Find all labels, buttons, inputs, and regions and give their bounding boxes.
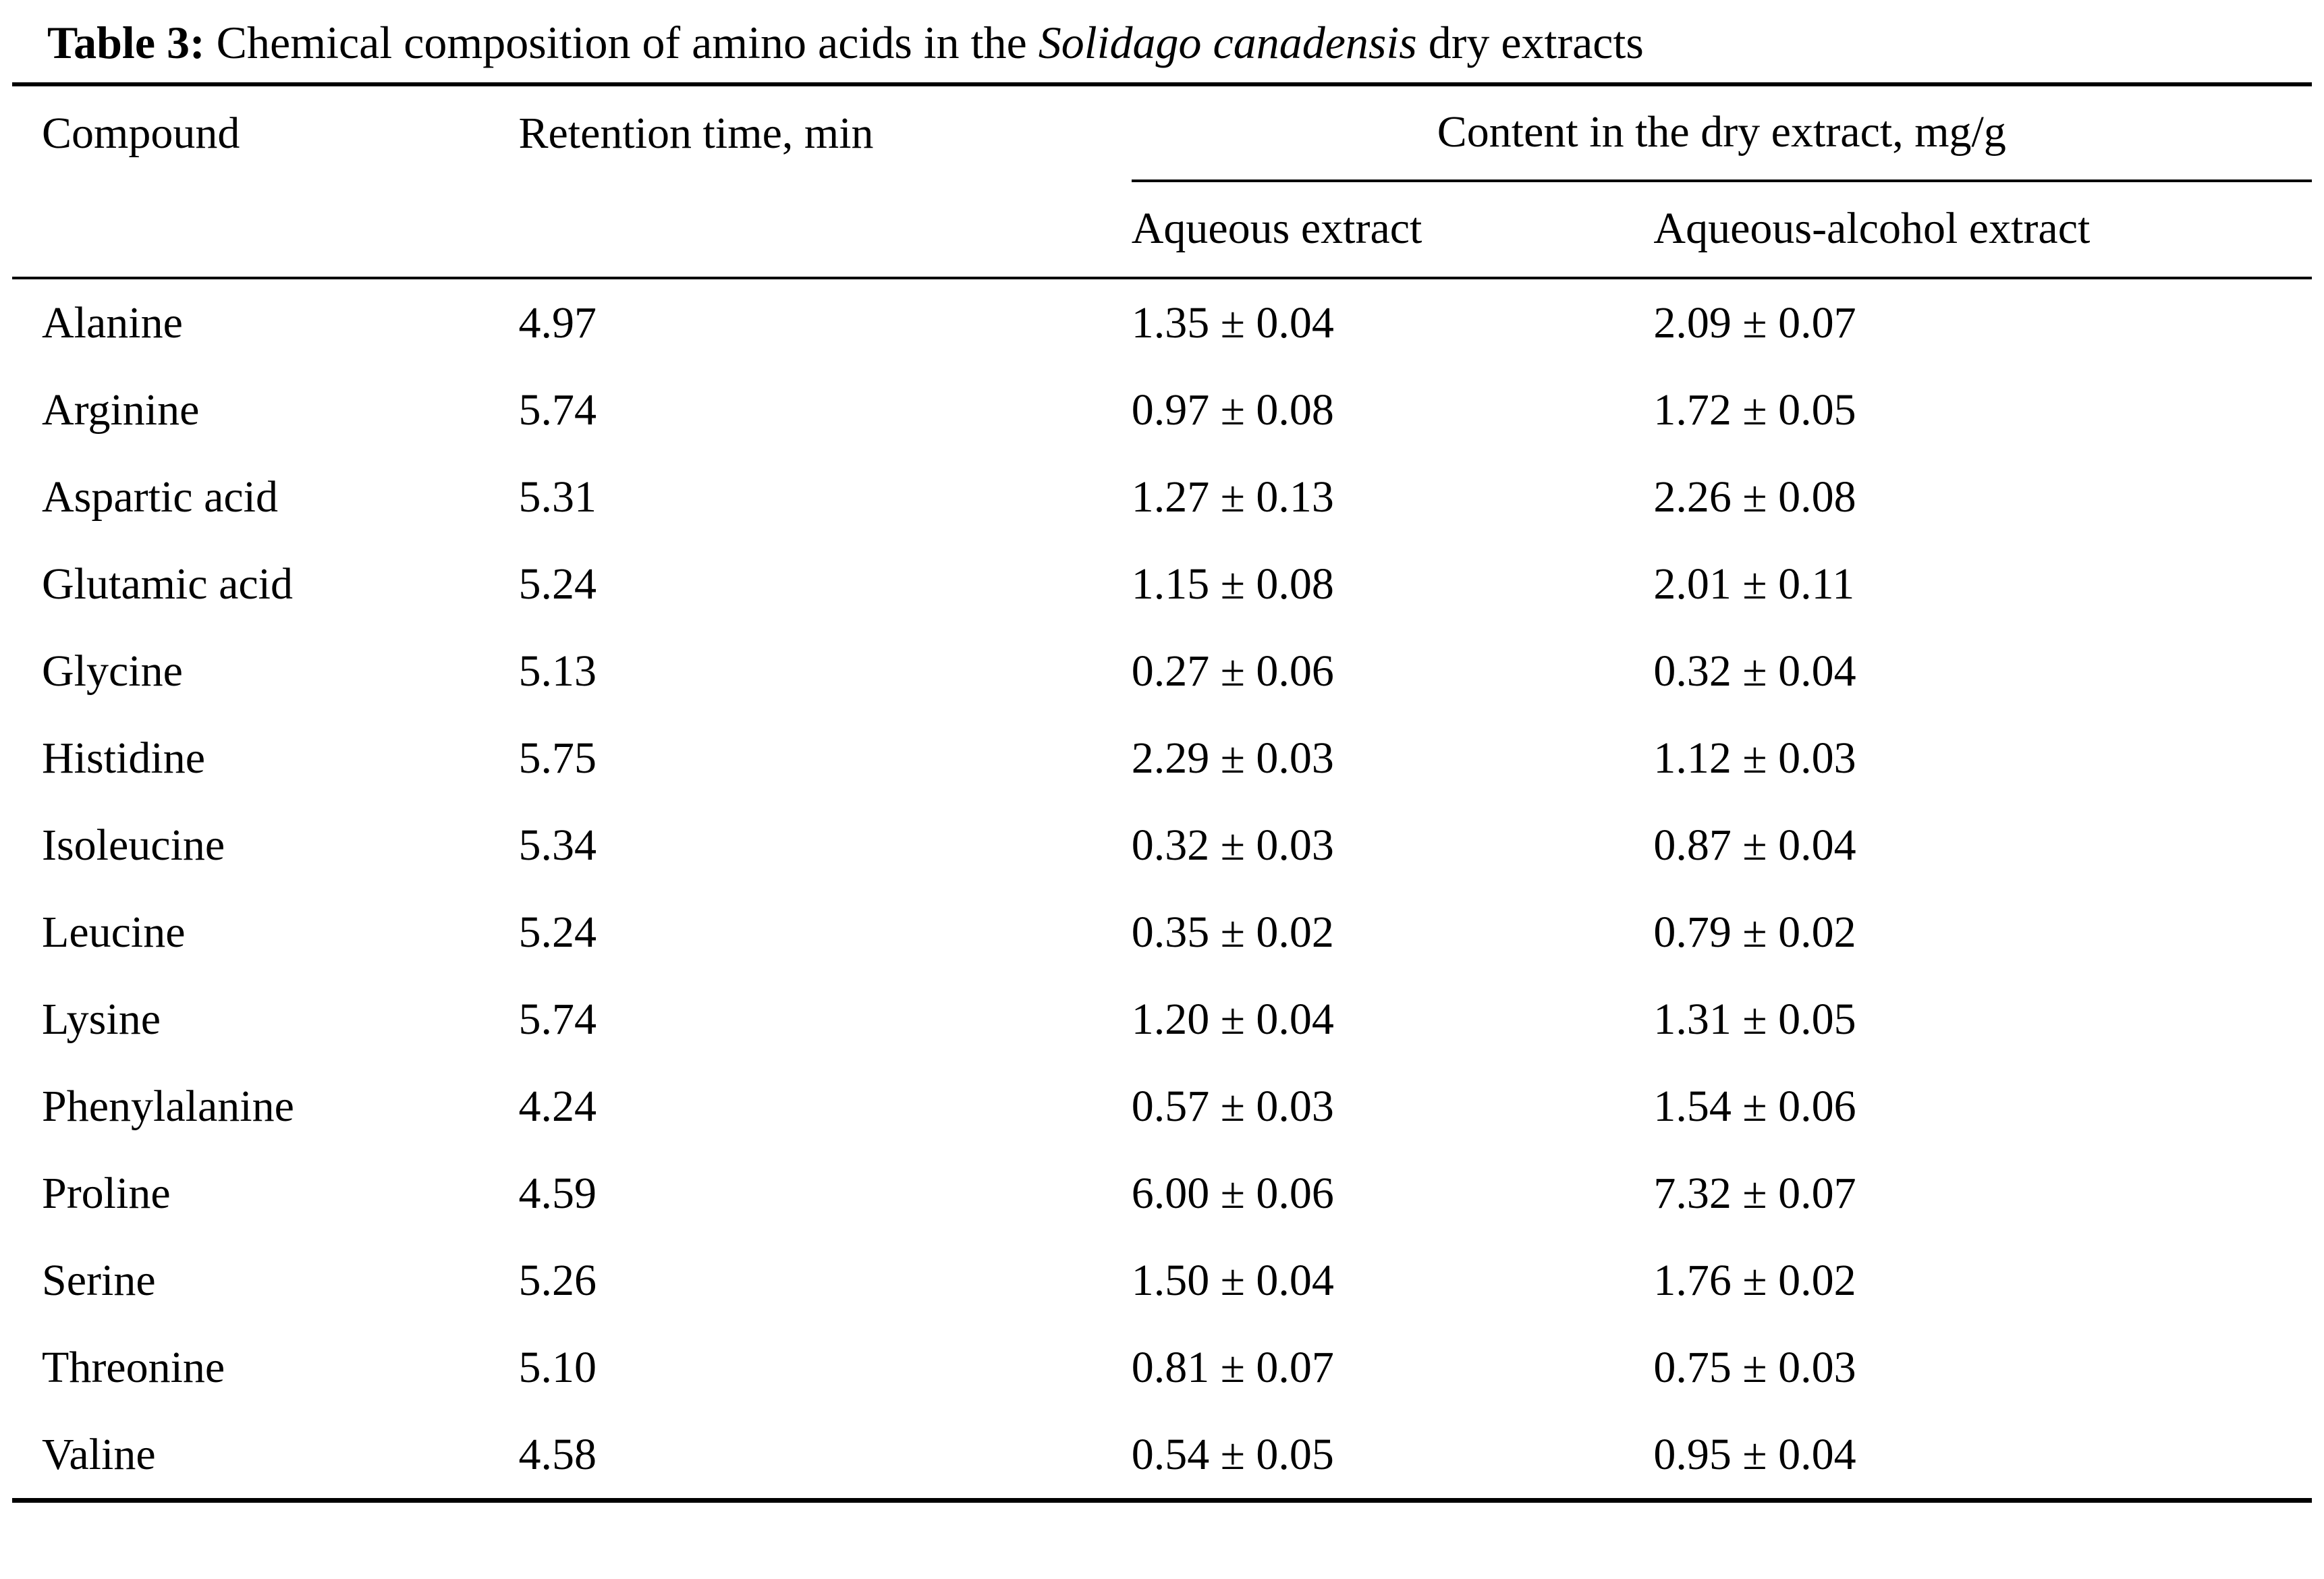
cell-compound: Proline [42,1168,171,1218]
cell-retention-time: 5.31 [518,472,597,522]
table-subheader-row: Aqueous extract Aqueous-alcohol extract [12,181,2312,277]
cell-aqueous-extract: 1.15 ± 0.08 [1131,559,1334,609]
cell-aqueous-alcohol-extract: 0.79 ± 0.02 [1653,907,1856,957]
cell-retention-time: 5.34 [518,820,597,870]
cell-compound: Arginine [42,385,200,435]
cell-compound: Alanine [42,298,183,348]
cell-compound: Leucine [42,907,186,957]
cell-aqueous-extract: 1.20 ± 0.04 [1131,994,1334,1044]
cell-aqueous-extract: 2.29 ± 0.03 [1131,733,1334,783]
cell-aqueous-extract: 1.35 ± 0.04 [1131,298,1334,348]
header-compound: Compound [42,109,240,159]
cell-aqueous-extract: 1.50 ± 0.04 [1131,1255,1334,1305]
cell-retention-time: 5.10 [518,1342,597,1392]
cell-retention-time: 5.24 [518,907,597,957]
table-body: Alanine 4.97 1.35 ± 0.04 2.09 ± 0.07 Arg… [12,279,2312,1498]
table-row: Proline 4.59 6.00 ± 0.06 7.32 ± 0.07 [12,1150,2312,1237]
cell-compound: Threonine [42,1342,225,1392]
cell-aqueous-extract: 0.35 ± 0.02 [1131,907,1334,957]
table-row: Alanine 4.97 1.35 ± 0.04 2.09 ± 0.07 [12,279,2312,366]
cell-aqueous-extract: 1.27 ± 0.13 [1131,472,1334,522]
cell-compound: Isoleucine [42,820,225,870]
cell-aqueous-alcohol-extract: 1.12 ± 0.03 [1653,733,1856,783]
cell-compound: Lysine [42,994,161,1044]
header-content-group: Content in the dry extract, mg/g [1131,85,2312,183]
cell-aqueous-alcohol-extract: 0.87 ± 0.04 [1653,820,1856,870]
table-row: Leucine 5.24 0.35 ± 0.02 0.79 ± 0.02 [12,889,2312,976]
cell-compound: Valine [42,1429,156,1479]
cell-retention-time: 5.74 [518,994,597,1044]
cell-compound: Serine [42,1255,156,1305]
cell-aqueous-alcohol-extract: 2.26 ± 0.08 [1653,472,1856,522]
cell-aqueous-alcohol-extract: 7.32 ± 0.07 [1653,1168,1856,1218]
cell-aqueous-alcohol-extract: 2.09 ± 0.07 [1653,298,1856,348]
table-row: Glycine 5.13 0.27 ± 0.06 0.32 ± 0.04 [12,628,2312,715]
table-row: Aspartic acid 5.31 1.27 ± 0.13 2.26 ± 0.… [12,453,2312,541]
cell-compound: Phenylalanine [42,1081,294,1131]
table-row: Valine 4.58 0.54 ± 0.05 0.95 ± 0.04 [12,1411,2312,1498]
cell-aqueous-extract: 0.97 ± 0.08 [1131,385,1334,435]
cell-retention-time: 4.24 [518,1081,597,1131]
cell-aqueous-extract: 0.27 ± 0.06 [1131,646,1334,696]
table-row: Glutamic acid 5.24 1.15 ± 0.08 2.01 ± 0.… [12,541,2312,628]
cell-aqueous-alcohol-extract: 1.54 ± 0.06 [1653,1081,1856,1131]
table-row: Phenylalanine 4.24 0.57 ± 0.03 1.54 ± 0.… [12,1063,2312,1150]
cell-retention-time: 5.26 [518,1255,597,1305]
cell-retention-time: 5.13 [518,646,597,696]
cell-aqueous-alcohol-extract: 2.01 ± 0.11 [1653,559,1855,609]
cell-aqueous-alcohol-extract: 0.75 ± 0.03 [1653,1342,1856,1392]
table-row: Lysine 5.74 1.20 ± 0.04 1.31 ± 0.05 [12,976,2312,1063]
cell-compound: Histidine [42,733,205,783]
header-rule [12,277,2312,280]
subheader-aqueous-alcohol-extract: Aqueous-alcohol extract [1653,204,2091,254]
cell-aqueous-alcohol-extract: 0.32 ± 0.04 [1653,646,1856,696]
cell-retention-time: 4.59 [518,1168,597,1218]
cell-retention-time: 5.75 [518,733,597,783]
cell-aqueous-alcohol-extract: 0.95 ± 0.04 [1653,1429,1856,1479]
cell-aqueous-alcohol-extract: 1.31 ± 0.05 [1653,994,1856,1044]
cell-aqueous-extract: 0.81 ± 0.07 [1131,1342,1334,1392]
table-row: Threonine 5.10 0.81 ± 0.07 0.75 ± 0.03 [12,1324,2312,1411]
cell-compound: Glycine [42,646,183,696]
cell-aqueous-alcohol-extract: 1.76 ± 0.02 [1653,1255,1856,1305]
cell-aqueous-extract: 0.57 ± 0.03 [1131,1081,1334,1131]
cell-aqueous-alcohol-extract: 1.72 ± 0.05 [1653,385,1856,435]
table-caption-suffix: dry extracts [1416,17,1644,68]
table-caption-species: Solidago canadensis [1038,17,1417,68]
subheader-aqueous-extract: Aqueous extract [1131,204,1422,254]
cell-aqueous-extract: 6.00 ± 0.06 [1131,1168,1334,1218]
cell-compound: Aspartic acid [42,472,279,522]
cell-aqueous-extract: 0.54 ± 0.05 [1131,1429,1334,1479]
cell-retention-time: 5.24 [518,559,597,609]
table-row: Serine 5.26 1.50 ± 0.04 1.76 ± 0.02 [12,1237,2312,1324]
table-row: Isoleucine 5.34 0.32 ± 0.03 0.87 ± 0.04 [12,802,2312,889]
table-header-row: Compound Retention time, min Content in … [12,85,2312,183]
table-caption-label: Table 3: [47,17,205,68]
caption-rule [12,82,2312,87]
cell-retention-time: 4.97 [518,298,597,348]
cell-compound: Glutamic acid [42,559,294,609]
bottom-rule [12,1498,2312,1503]
table-caption-text: Chemical composition of amino acids in t… [204,17,1039,68]
header-retention-time: Retention time, min [518,109,874,159]
cell-retention-time: 4.58 [518,1429,597,1479]
cell-retention-time: 5.74 [518,385,597,435]
cell-aqueous-extract: 0.32 ± 0.03 [1131,820,1334,870]
table-row: Histidine 5.75 2.29 ± 0.03 1.12 ± 0.03 [12,715,2312,802]
table-caption: Table 3: Chemical composition of amino a… [12,7,2312,82]
table-row: Arginine 5.74 0.97 ± 0.08 1.72 ± 0.05 [12,366,2312,453]
